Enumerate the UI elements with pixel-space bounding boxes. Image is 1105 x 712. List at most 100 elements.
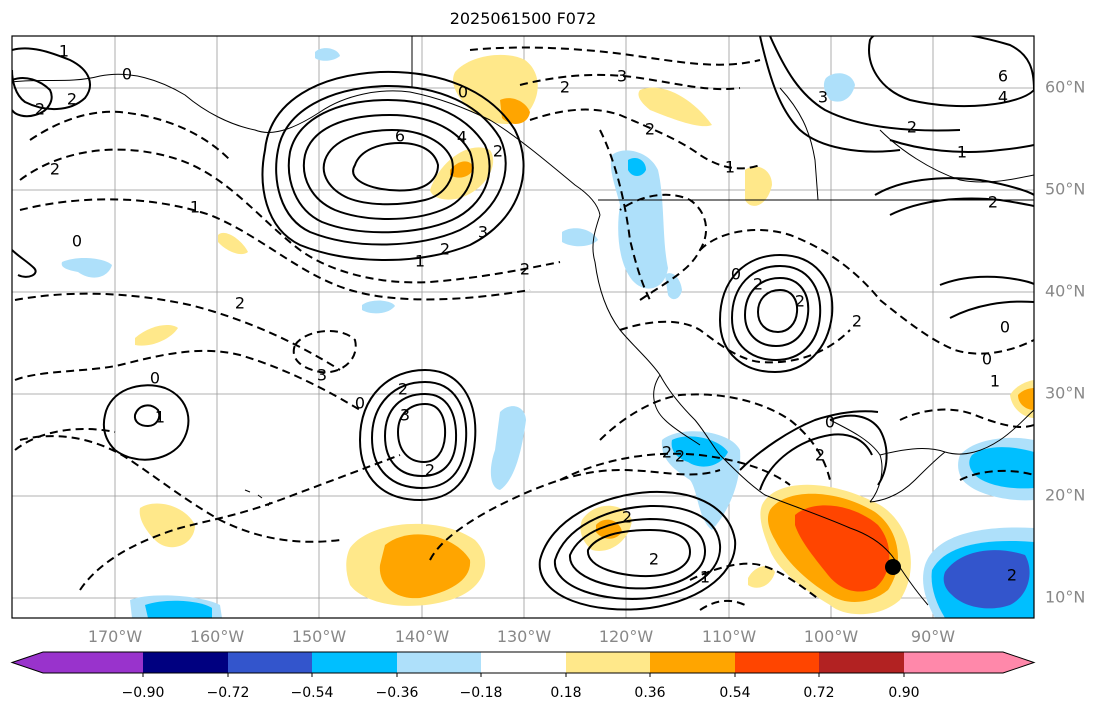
lon-tick-label: 160°W <box>190 627 245 646</box>
colorbar-tick-label: 0.90 <box>888 685 919 701</box>
contour-label-layer: 1 2 0 2 2 1 0 6 4 2 3 2 2 1 0 2 3 0 1 0 … <box>35 42 1017 587</box>
coastlines <box>12 36 1034 606</box>
shade-orange-bc <box>450 161 474 178</box>
contour-label: 2 <box>398 380 408 399</box>
shade-red-mexico <box>795 505 890 592</box>
anomaly-shading <box>61 48 1034 618</box>
lon-tick-label: 150°W <box>292 627 347 646</box>
contour-label: 2 <box>50 160 60 179</box>
contour-label: 2 <box>649 550 659 569</box>
contour-label: 3 <box>818 88 828 107</box>
contour-label: 2 <box>852 312 862 331</box>
colorbar <box>10 651 1036 677</box>
contour-label: 2 <box>67 90 77 109</box>
colorbar-extend-max <box>1003 652 1034 673</box>
colorbar-segment <box>481 652 566 673</box>
contour-label: 0 <box>982 350 992 369</box>
contour-label: 1 <box>700 568 710 587</box>
shade-orange-gulf-of-alaska <box>500 98 530 124</box>
contour-label: 2 <box>795 292 805 311</box>
lon-tick-label: 120°W <box>599 627 654 646</box>
shade-darkblue-caribbean <box>943 550 1030 609</box>
contour-label: 4 <box>998 88 1008 107</box>
dashed-contours <box>14 46 1034 611</box>
contour-label: 2 <box>645 120 655 139</box>
colorbar-segment <box>650 652 735 673</box>
shade-lightblue-central <box>665 273 682 300</box>
contour-label: 1 <box>190 198 200 217</box>
latitude-axis: 60°N 50°N 40°N 30°N 20°N 10°N <box>1045 78 1085 607</box>
contour-label: 2 <box>815 446 825 465</box>
contour-label: 2 <box>235 294 245 313</box>
shade-blue-interior <box>628 158 646 176</box>
contour-label: 2 <box>35 100 45 119</box>
colorbar-tick-label: −0.18 <box>460 685 503 701</box>
shade-yellow-small2 <box>135 325 178 346</box>
contour-label: 4 <box>457 128 467 147</box>
shade-lightblue-coast <box>562 228 598 247</box>
shade-lightblue-west <box>61 258 112 278</box>
colorbar-tick-label: −0.90 <box>122 685 165 701</box>
location-marker <box>885 559 901 575</box>
lon-tick-label: 110°W <box>702 627 757 646</box>
contour-label: 6 <box>998 67 1008 86</box>
colorbar-tick-label: −0.54 <box>291 685 334 701</box>
colorbar-tick-label: 0.18 <box>550 685 581 701</box>
colorbar-tick-label: 0.54 <box>719 685 750 701</box>
shade-lightblue-interior <box>610 150 668 289</box>
contour-label: 2 <box>622 508 632 527</box>
colorbar-segment <box>43 652 143 673</box>
lat-tick-label: 50°N <box>1045 180 1085 199</box>
lon-tick-label: 90°W <box>911 627 955 646</box>
shade-lightblue-hudson <box>823 73 855 102</box>
shade-blue-mexico-west <box>671 436 728 467</box>
contour-label: 0 <box>150 369 160 388</box>
map-area <box>12 36 1034 618</box>
lat-tick-label: 30°N <box>1045 384 1085 403</box>
colorbar-segment <box>397 652 481 673</box>
solid-contours <box>12 36 1034 611</box>
contour-label: 2 <box>560 78 570 97</box>
contour-label: 2 <box>988 193 998 212</box>
colorbar-ticks: −0.90 −0.72 −0.54 −0.36 −0.18 0.18 0.36 … <box>122 685 920 701</box>
shade-orange-florida <box>1018 388 1034 410</box>
lat-tick-label: 40°N <box>1045 282 1085 301</box>
colorbar-segment <box>143 652 228 673</box>
map-frame <box>11 35 1035 619</box>
colorbar-segment <box>312 652 397 673</box>
contour-label: 2 <box>1007 566 1017 585</box>
shade-blue-gulf-east <box>969 447 1034 489</box>
shade-yellow-hudson <box>638 87 712 127</box>
colorbar-segment <box>735 652 819 673</box>
contour-label: 3 <box>400 406 410 425</box>
contour-label: 1 <box>990 372 1000 391</box>
contour-label: 2 <box>425 461 435 480</box>
lon-tick-label: 100°W <box>804 627 859 646</box>
contour-label: 1 <box>957 143 967 162</box>
shade-blue-sw <box>145 600 212 618</box>
contour-label: 2 <box>675 447 685 466</box>
contour-label: 0 <box>122 65 132 84</box>
contour-label: 0 <box>72 232 82 251</box>
lat-tick-label: 60°N <box>1045 78 1085 97</box>
map-title: 2025061500 F072 <box>449 9 597 28</box>
colorbar-tick-label: −0.72 <box>207 685 250 701</box>
contour-label: 1 <box>415 252 425 271</box>
lat-tick-label: 20°N <box>1045 486 1085 505</box>
contour-label: 0 <box>355 394 365 413</box>
contour-label: 1 <box>155 408 165 427</box>
contour-label: 2 <box>907 118 917 137</box>
longitude-axis: 170°W 160°W 150°W 140°W 130°W 120°W 110°… <box>88 627 955 646</box>
colorbar-tick-label: 0.72 <box>803 685 834 701</box>
shade-orange-central-pacific <box>379 534 471 599</box>
contour-label: 6 <box>395 127 405 146</box>
contour-label: 0 <box>458 83 468 102</box>
contour-label: 3 <box>317 366 327 385</box>
colorbar-segment <box>904 652 1003 673</box>
colorbar-extend-min <box>12 652 43 673</box>
shade-yellow-small1 <box>218 232 248 255</box>
colorbar-tick-label: −0.36 <box>376 685 419 701</box>
shade-lightblue-pacific-small <box>362 300 395 314</box>
contour-label: 2 <box>662 443 672 462</box>
